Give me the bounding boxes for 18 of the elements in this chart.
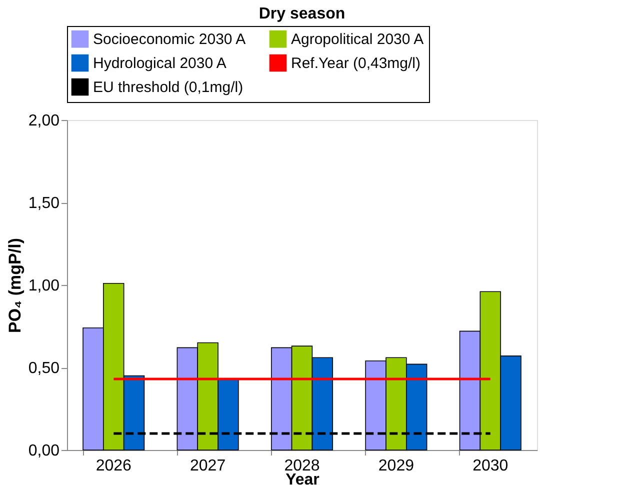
x-axis-title: Year [286,472,320,485]
x-tick-label: 2029 [378,458,414,474]
y-tick-label: 1,00 [28,278,60,294]
y-tick-label: 0,00 [28,442,60,460]
x-tick-label: 2027 [190,458,226,474]
y-tick-label: 0,50 [28,360,60,377]
legend-label: Socioeconomic 2030 A [93,31,246,48]
legend-label: Hydrological 2030 A [93,55,226,72]
chart-title: Dry season [258,6,346,22]
legend-label: Ref.Year (0,43mg/l) [291,55,421,72]
legend-label: Agropolitical 2030 A [291,31,424,48]
y-tick-label: 2,00 [28,112,60,130]
x-tick-label: 2030 [472,458,508,474]
y-tick-label: 1,50 [28,195,60,212]
legend-label: EU threshold (0,1mg/l) [93,79,244,96]
x-tick-label: 2026 [96,458,132,474]
y-axis-title: PO₄ (mgP/l) [5,238,24,333]
x-tick-label: 2028 [284,458,320,474]
